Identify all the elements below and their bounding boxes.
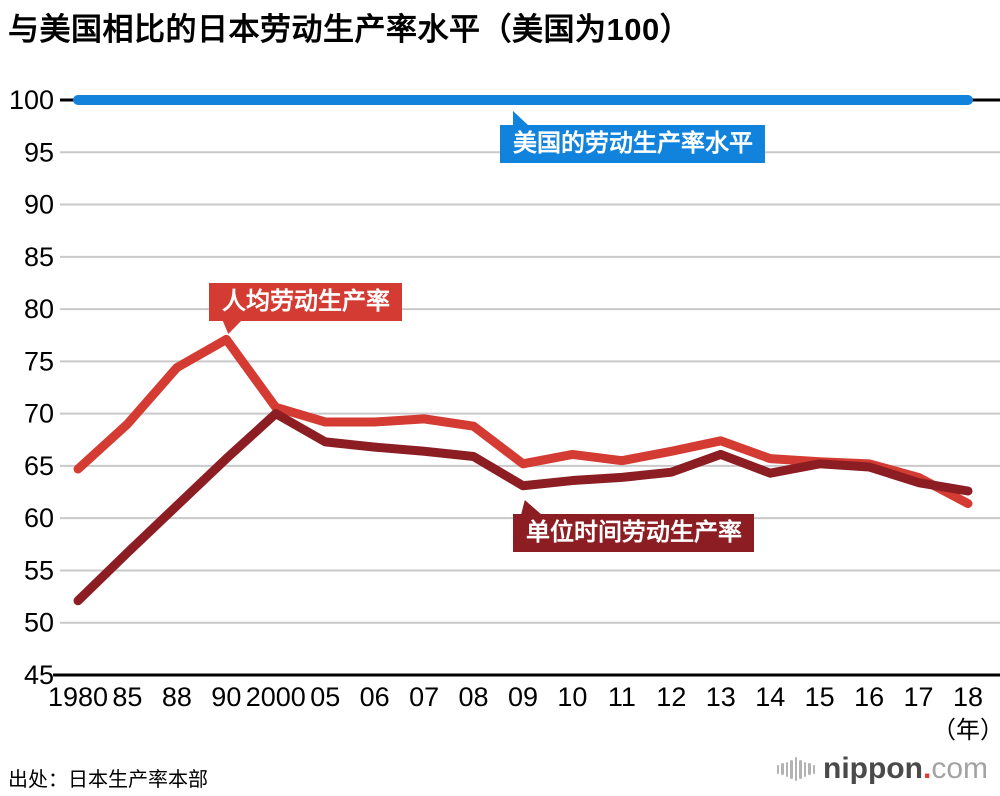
- y-axis-label: 100: [9, 85, 54, 115]
- y-axis-label: 95: [24, 137, 54, 167]
- soundwave-bar: [785, 761, 788, 777]
- x-axis-unit-label: （年）: [932, 717, 1000, 744]
- soundwave-bar: [794, 757, 797, 781]
- source-note: 出处：日本生产率本部: [8, 769, 208, 791]
- x-axis-label: 10: [557, 682, 587, 712]
- soundwave-bar: [799, 759, 802, 779]
- y-axis-label: 75: [24, 346, 54, 376]
- y-axis-label: 90: [24, 190, 54, 220]
- series-label-per-hour: 单位时间劳动生产率: [513, 514, 754, 552]
- y-axis-label: 45: [24, 660, 54, 690]
- x-axis-label: 08: [459, 682, 489, 712]
- soundwave-icon: [776, 756, 815, 782]
- x-axis-label: 14: [755, 682, 785, 712]
- series-label-per-capita: 人均劳动生产率: [209, 283, 402, 321]
- x-axis-label: 05: [310, 682, 340, 712]
- x-axis-label: 06: [360, 682, 390, 712]
- x-axis-label: 16: [854, 682, 884, 712]
- x-axis-label: 90: [211, 682, 241, 712]
- y-axis-label: 80: [24, 294, 54, 324]
- logo-dot: .: [922, 752, 932, 785]
- y-axis-label: 55: [24, 555, 54, 585]
- logo-tld: com: [931, 752, 988, 785]
- y-axis-label: 60: [24, 503, 54, 533]
- x-axis-label: 1980: [48, 682, 108, 712]
- x-axis-label: 07: [409, 682, 439, 712]
- x-axis-label: 17: [904, 682, 934, 712]
- soundwave-bar: [803, 761, 806, 777]
- y-axis-label: 65: [24, 451, 54, 481]
- soundwave-bar: [790, 759, 793, 779]
- x-axis-label: 13: [706, 682, 736, 712]
- y-axis-label: 85: [24, 242, 54, 272]
- soundwave-bar: [812, 764, 815, 774]
- x-axis-label: 85: [112, 682, 142, 712]
- logo-word: nippon: [823, 752, 923, 785]
- x-axis-label: 88: [162, 682, 192, 712]
- x-axis-label: 12: [656, 682, 686, 712]
- soundwave-bar: [808, 763, 811, 775]
- x-axis-label: 09: [508, 682, 538, 712]
- x-axis-label: 11: [608, 682, 636, 712]
- nippon-logo-text: nippon.com: [823, 754, 988, 784]
- x-axis-label: 15: [805, 682, 835, 712]
- per_capita-line: [73, 334, 973, 509]
- nippon-logo: nippon.com: [776, 754, 988, 784]
- y-axis-label: 50: [24, 608, 54, 638]
- y-axis-label: 70: [24, 399, 54, 429]
- per_hour-line: [73, 409, 973, 606]
- series-label-us: 美国的劳动生产率水平: [500, 125, 765, 163]
- x-axis-label: 18: [953, 682, 983, 712]
- x-axis-label: 2000: [246, 682, 306, 712]
- page-title: 与美国相比的日本劳动生产率水平（美国为100）: [8, 12, 692, 47]
- soundwave-bar: [776, 764, 779, 774]
- soundwave-bar: [781, 763, 784, 775]
